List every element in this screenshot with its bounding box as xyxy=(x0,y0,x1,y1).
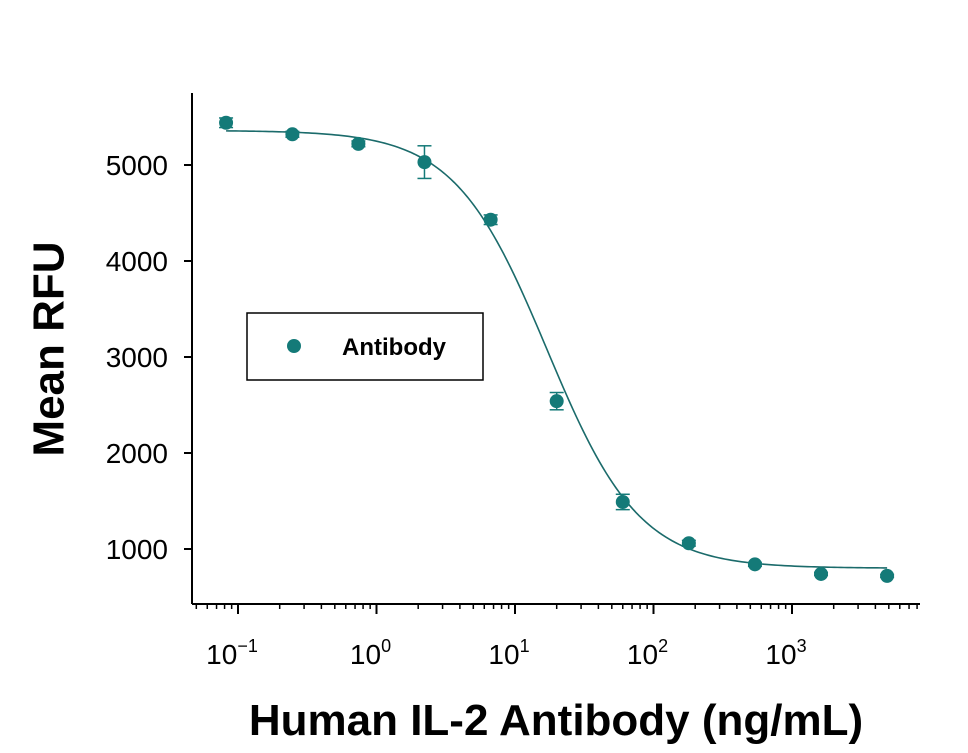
legend-label: Antibody xyxy=(342,334,447,361)
legend-marker xyxy=(287,339,301,353)
x-tick-exponent: 1 xyxy=(520,636,530,656)
legend-box xyxy=(246,312,484,381)
y-axis-label: Mean RFU xyxy=(25,241,74,456)
data-point xyxy=(814,566,829,581)
x-axis-label: Human IL-2 Antibody (ng/mL) xyxy=(249,696,863,745)
x-tick-label: 102 xyxy=(627,636,668,670)
x-tick-exponent: 2 xyxy=(658,636,668,656)
data-point xyxy=(880,568,895,583)
y-tick-label: 2000 xyxy=(106,438,168,469)
data-points xyxy=(219,115,895,583)
data-point xyxy=(747,557,762,572)
data-point xyxy=(351,136,366,151)
data-point xyxy=(681,536,696,551)
data-point xyxy=(483,212,498,227)
y-tick-label: 3000 xyxy=(106,342,168,373)
x-tick-exponent: 0 xyxy=(381,636,391,656)
data-point xyxy=(219,115,234,130)
x-tick-exponent: −1 xyxy=(237,636,258,656)
x-tick-label: 10−1 xyxy=(206,636,258,670)
data-point xyxy=(285,127,300,142)
x-tick-label: 101 xyxy=(488,636,529,670)
fit-curve xyxy=(226,130,888,569)
y-tick-label: 5000 xyxy=(106,150,168,181)
legend: Antibody xyxy=(246,312,484,381)
x-tick-exponent: 3 xyxy=(797,636,807,656)
x-ticks: 10−1 100 101 102 103 xyxy=(195,604,918,670)
data-point xyxy=(549,394,564,409)
x-tick-label: 100 xyxy=(350,636,391,670)
y-ticks: 1000 2000 3000 4000 5000 xyxy=(106,150,192,565)
y-tick-label: 1000 xyxy=(106,534,168,565)
y-tick-label: 4000 xyxy=(106,246,168,277)
data-point xyxy=(417,155,432,170)
data-point xyxy=(615,494,630,509)
x-tick-label: 103 xyxy=(765,636,806,670)
